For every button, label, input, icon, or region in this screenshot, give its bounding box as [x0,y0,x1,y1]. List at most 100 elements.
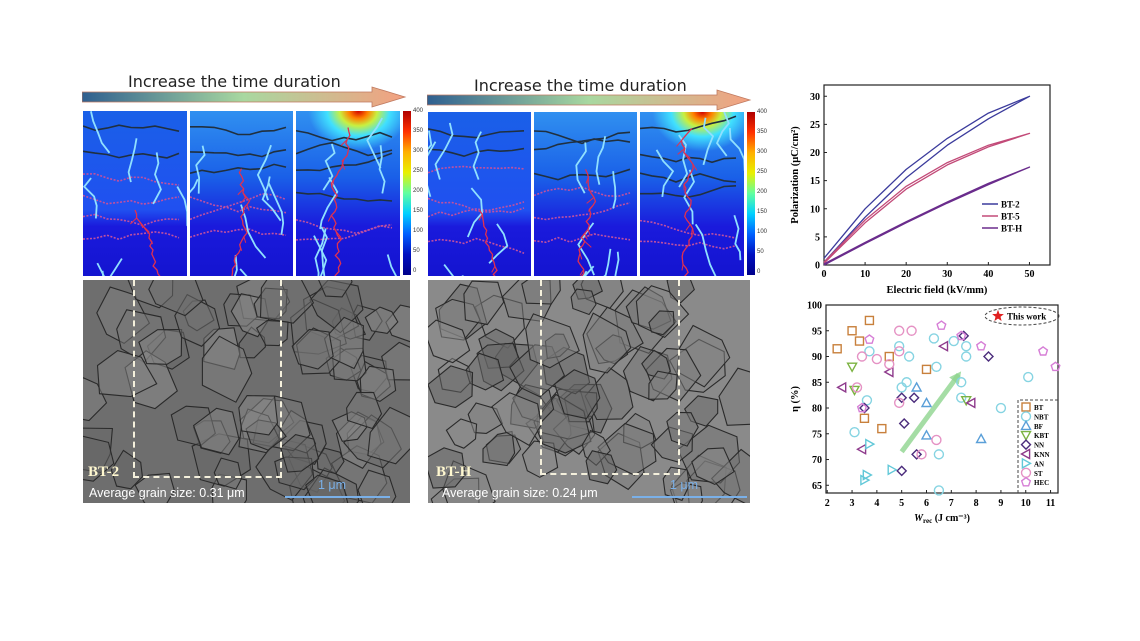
data-point-nbt [901,377,912,388]
time-arrow-middle [427,89,752,111]
simulation-panel-2 [190,111,293,276]
left-arrow-title: Increase the time duration [128,72,341,91]
data-point-nbt [960,351,972,362]
colorbar-tick: 50 [757,249,764,255]
data-point-kbt [846,362,858,373]
colorbar-tick: 50 [413,248,420,254]
zoom-box-left [133,280,282,478]
x-tick-label: 40 [983,269,993,280]
colorbar-middle-ticks: 400 350 300 250 200 150 100 50 0 [757,109,777,278]
x-tick-label: 9 [998,498,1003,509]
data-point-hec [1050,361,1061,372]
colorbar-tick: 400 [413,108,424,114]
colorbar-tick: 300 [413,148,424,154]
data-point-knn [836,381,847,394]
zoom-box-middle [540,280,680,475]
data-point-st [893,397,905,409]
legend-label: ST [1034,470,1043,478]
legend-marker [1020,467,1032,479]
y-tick-label: 0 [815,261,820,272]
y-tick-label: 65 [812,481,822,492]
y-tick-label: 30 [810,92,820,103]
data-point-nbt [956,377,967,388]
grain-size-left: Average grain size: 0.31 μm [89,486,245,500]
efficiency-scatter-chart: 2 3 4 5 6 7 8 9 10 11 65 70 75 80 85 90 95 100 Wrec (J cm⁻… [790,301,1061,525]
colorbar-tick: 350 [757,129,768,135]
data-point-an [865,438,876,450]
data-point-knn [856,443,867,455]
x-tick-label: 2 [825,498,830,509]
data-point-nbt [931,361,942,373]
sem-image-bth [428,280,750,503]
data-point-nbt [903,351,915,362]
x-tick-label: 3 [850,498,855,509]
series-line-bt-5 [823,132,1031,264]
legend-box [1017,399,1060,493]
colorbar-tick: 150 [757,209,768,215]
data-point-st [851,382,863,393]
simulation-panel-5 [534,112,637,276]
data-point-an [860,474,871,486]
series-line-bt-h [823,166,1031,266]
data-point-nbt [1023,371,1034,383]
data-point-knn [965,397,976,409]
simulation-panel-3 [296,111,400,276]
data-point-hec [956,330,967,341]
time-arrow-left [82,86,407,108]
x-tick-label: 5 [899,498,904,509]
middle-arrow-title: Increase the time duration [474,76,687,95]
plot-frame [823,84,1051,266]
legend-label: KBT [1034,432,1049,440]
colorbar-tick: 400 [757,109,768,115]
y-tick-label: 80 [812,404,822,415]
data-point-nn [859,402,870,414]
legend-marker [1020,476,1032,487]
legend-marker [1020,439,1032,451]
data-point-st [884,359,895,370]
data-point-bt [921,364,932,375]
data-point-nbt [933,449,945,460]
data-point-st [893,346,905,357]
data-point-nbt [849,427,860,438]
data-point-nbt [861,395,873,406]
data-point-bt [832,344,842,354]
scale-bar-middle [632,496,747,498]
x-axis-label: Wrec (J cm⁻³) [914,513,970,525]
scale-bar-middle-label: 1 μm [670,478,699,492]
data-point-st [906,325,917,336]
colorbar-tick: 0 [757,269,761,275]
x-tick-label: 7 [949,498,954,509]
colorbar-left-ticks: 400 350 300 250 200 150 100 50 0 [413,108,433,278]
y-tick-label: 100 [807,301,822,312]
data-point-nbt [893,341,905,352]
legend-marker [1020,419,1032,431]
scale-bar-left [285,496,390,498]
data-point-bt [859,413,870,424]
data-point-nbt [928,333,940,344]
series-line-bt-2 [823,95,1031,263]
data-point-hec [856,402,868,413]
y-tick-label: 95 [812,326,822,337]
simulation-panel-6 [640,112,744,276]
this-work-label: This work [1007,312,1046,322]
data-point-nbt [995,402,1007,414]
x-tick-label: 6 [924,498,929,509]
data-point-hec [936,320,947,330]
data-point-bt [864,315,875,326]
sample-label-bth: BT-H [436,464,472,480]
y-tick-label: 90 [812,352,822,363]
legend-label: HEC [1034,479,1049,487]
y-tick-label: 75 [812,429,822,440]
data-point-nbt [933,485,945,496]
data-point-an [862,469,873,481]
x-tick-label: 20 [901,269,911,280]
data-point-nn [896,465,908,477]
colorbar-left [403,111,411,275]
data-point-nn [896,392,908,404]
data-point-nn [958,330,970,342]
colorbar-tick: 300 [757,149,768,155]
colorbar-middle [747,112,755,275]
y-tick-label: 10 [810,204,820,215]
y-tick-label: 15 [810,176,820,187]
x-tick-label: 50 [1024,269,1034,280]
